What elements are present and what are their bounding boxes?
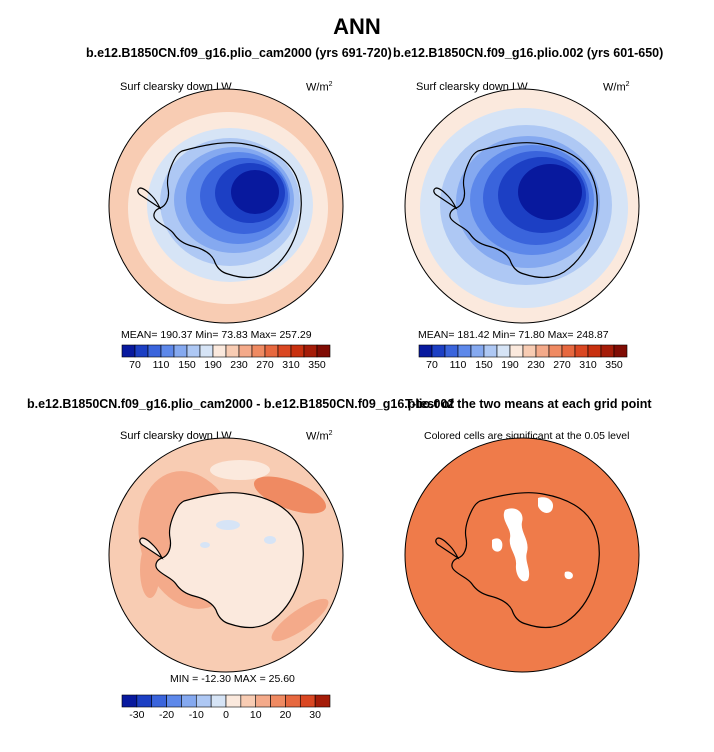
- panel-3-colorbar: [121, 694, 331, 708]
- colorbar-tick-label: -30: [129, 709, 145, 721]
- colorbar-tick-label: 350: [605, 359, 623, 371]
- colorbar-cell: [548, 344, 563, 358]
- colorbar-tick-label: 310: [282, 359, 300, 371]
- panel-4-map: [405, 438, 639, 672]
- colorbar-cell: [121, 694, 138, 708]
- panel-3-case-title: b.e12.B1850CN.f09_g16.plio_cam2000 - b.e…: [27, 397, 455, 411]
- panel-1-units: W/m2: [306, 81, 333, 94]
- panel-3-map: [109, 438, 343, 672]
- colorbar-tick-label: 150: [178, 359, 196, 371]
- colorbar-cell: [483, 344, 498, 358]
- panel-2-units: W/m2: [603, 81, 630, 94]
- colorbar-tick-label: 190: [204, 359, 222, 371]
- panel-1-case-title: b.e12.B1850CN.f09_g16.plio_cam2000 (yrs …: [86, 46, 392, 60]
- panel-2-colorbar: [418, 344, 628, 358]
- colorbar-cell: [303, 344, 318, 358]
- page-title: ANN: [333, 14, 381, 39]
- colorbar-tick-label: 30: [309, 709, 321, 721]
- colorbar-cell: [121, 344, 136, 358]
- colorbar-cell: [613, 344, 628, 358]
- colorbar-tick-label: -20: [158, 709, 175, 721]
- colorbar-tick-label: 270: [553, 359, 571, 371]
- colorbar-cell: [444, 344, 459, 358]
- colorbar-cell: [186, 344, 201, 358]
- colorbar-cell: [587, 344, 602, 358]
- colorbar-cell: [509, 344, 524, 358]
- colorbar-tick-label: 350: [308, 359, 326, 371]
- colorbar-cell: [496, 344, 511, 358]
- colorbar-tick-label: 70: [129, 359, 141, 371]
- panel-1-map-border: [108, 88, 344, 324]
- colorbar-cell: [210, 694, 227, 708]
- colorbar-cell: [457, 344, 472, 358]
- colorbar-cell: [574, 344, 589, 358]
- panel-3-units: W/m2: [306, 430, 333, 443]
- colorbar-cell: [195, 694, 212, 708]
- panel-1-map: [109, 89, 343, 323]
- panel-4-subtitle: Colored cells are significant at the 0.0…: [424, 430, 630, 442]
- panel-3-variable: Surf clearsky down LW: [120, 430, 232, 442]
- colorbar-cell: [522, 344, 537, 358]
- colorbar-tick-label: 230: [527, 359, 545, 371]
- colorbar-tick-label: 20: [279, 709, 292, 721]
- colorbar-tick-label: 70: [426, 359, 438, 371]
- panel-2-map: [405, 89, 639, 323]
- colorbar-tick-label: 270: [256, 359, 274, 371]
- colorbar-cell: [240, 694, 257, 708]
- colorbar-tick-label: 0: [223, 709, 229, 721]
- colorbar-cell: [212, 344, 227, 358]
- panel-2-stats: MEAN= 181.42 Min= 71.80 Max= 248.87: [418, 329, 609, 341]
- colorbar-cell: [136, 694, 153, 708]
- colorbar-cell: [277, 344, 292, 358]
- colorbar-cell: [173, 344, 188, 358]
- panel-3-stats: MIN = -12.30 MAX = 25.60: [170, 673, 295, 685]
- panel-2-case-title: b.e12.B1850CN.f09_g16.plio.002 (yrs 601-…: [393, 46, 664, 60]
- colorbar-cell: [160, 344, 175, 358]
- colorbar-tick-label: 230: [230, 359, 248, 371]
- colorbar-cell: [470, 344, 485, 358]
- colorbar-cell: [314, 694, 331, 708]
- colorbar-cell: [316, 344, 331, 358]
- panel-4-map-border: [404, 437, 640, 673]
- colorbar-cell: [418, 344, 433, 358]
- colorbar-tick-label: 150: [475, 359, 493, 371]
- colorbar-cell: [251, 344, 266, 358]
- colorbar-cell: [535, 344, 550, 358]
- colorbar-cell: [225, 344, 240, 358]
- colorbar-tick-label: 190: [501, 359, 519, 371]
- colorbar-cell: [147, 344, 162, 358]
- colorbar-cell: [299, 694, 316, 708]
- panel-1-stats: MEAN= 190.37 Min= 73.83 Max= 257.29: [121, 329, 312, 341]
- panel-2-variable: Surf clearsky down LW: [416, 81, 528, 93]
- panel-2-map-border: [404, 88, 640, 324]
- colorbar-cell: [270, 694, 286, 708]
- panel-4-title: T-test of the two means at each grid poi…: [405, 397, 652, 411]
- panel-1-colorbar: [121, 344, 331, 358]
- colorbar-tick-label: 110: [449, 359, 467, 371]
- colorbar-cell: [600, 344, 615, 358]
- colorbar-tick-label: 10: [249, 709, 262, 721]
- colorbar-cell: [290, 344, 305, 358]
- colorbar-cell: [151, 694, 167, 708]
- colorbar-cell: [431, 344, 446, 358]
- colorbar-cell: [166, 694, 182, 708]
- colorbar-cell: [238, 344, 253, 358]
- colorbar-cell: [225, 694, 242, 708]
- colorbar-tick-label: -10: [188, 709, 204, 721]
- colorbar-cell: [561, 344, 576, 358]
- colorbar-cell: [181, 694, 197, 708]
- colorbar-tick-label: 310: [579, 359, 597, 371]
- colorbar-cell: [285, 694, 301, 708]
- colorbar-tick-label: 110: [152, 359, 170, 371]
- panel-1-variable: Surf clearsky down LW: [120, 81, 232, 93]
- colorbar-cell: [134, 344, 149, 358]
- colorbar-cell: [199, 344, 214, 358]
- colorbar-cell: [264, 344, 279, 358]
- panel-3-map-border: [108, 437, 344, 673]
- colorbar-cell: [255, 694, 271, 708]
